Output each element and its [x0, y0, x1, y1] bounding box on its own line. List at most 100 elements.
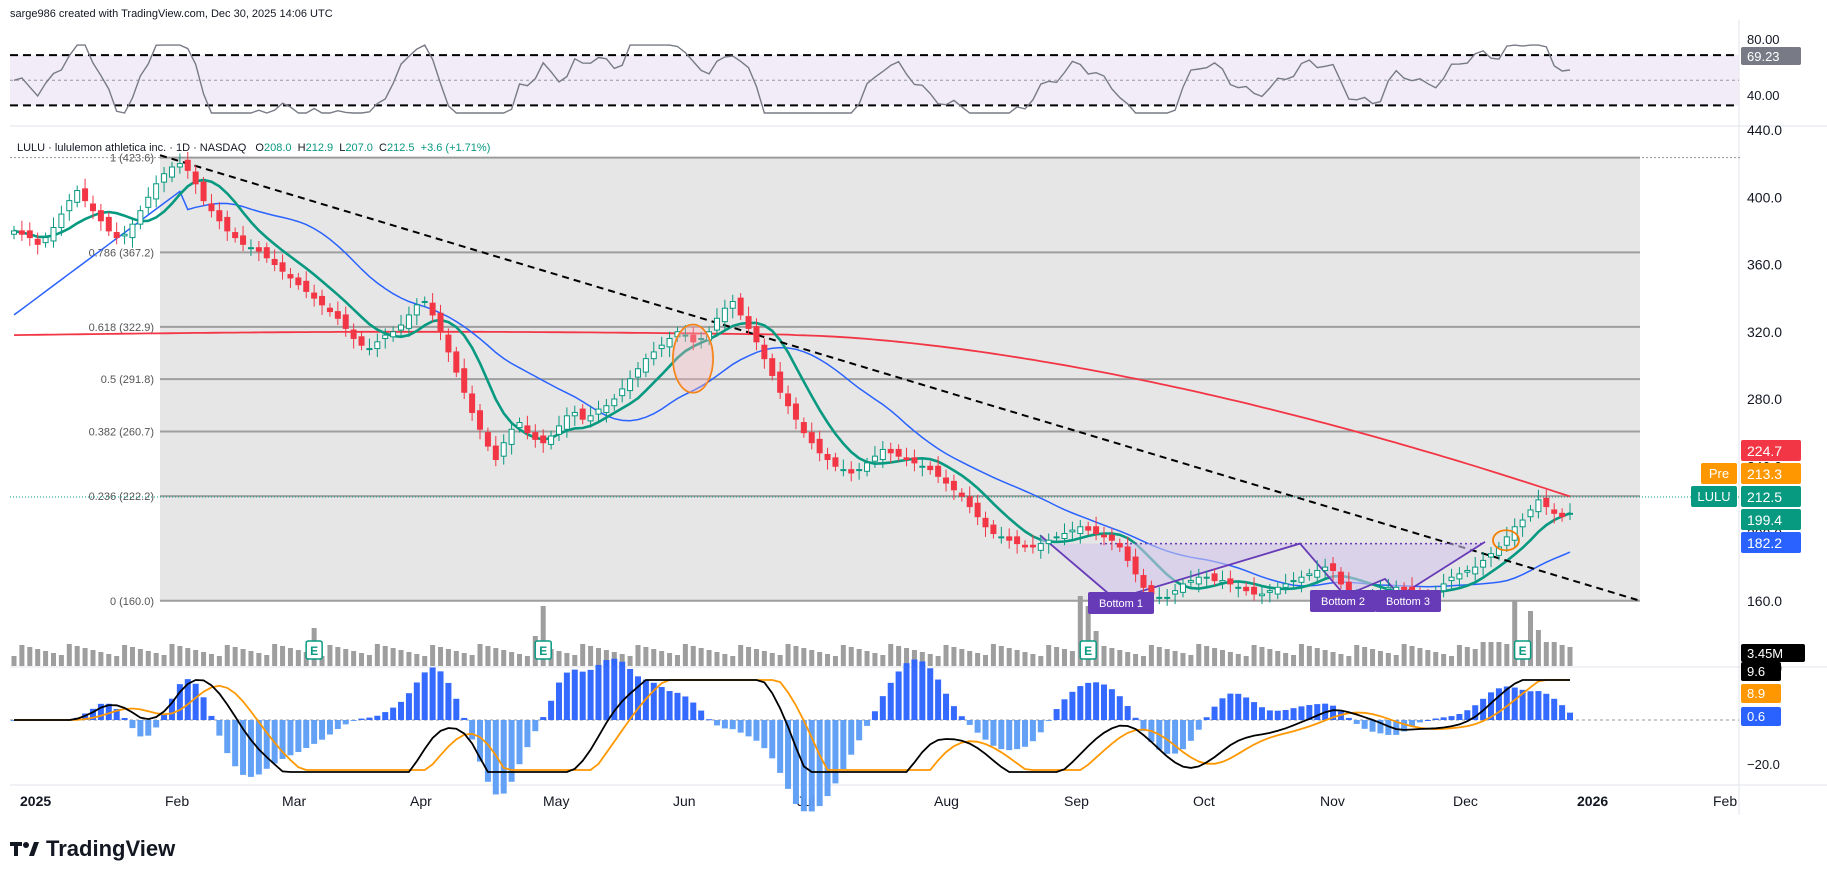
stock-chart[interactable]: 2025FebMarAprMayJunJulAugSepOctNovDec202… — [0, 0, 1827, 830]
volume-bar — [667, 653, 673, 666]
macd-histogram-bar — [1006, 720, 1013, 751]
volume-bar — [1338, 654, 1344, 666]
candle-body — [990, 524, 997, 534]
time-tick-label: May — [543, 793, 569, 809]
volume-bar — [366, 655, 372, 666]
volume-bar — [832, 656, 838, 666]
volume-bar — [603, 650, 609, 666]
bottom-label-text: Bottom 2 — [1321, 596, 1365, 608]
macd-histogram-bar — [319, 720, 326, 740]
macd-histogram-bar — [311, 720, 318, 744]
volume-bar — [588, 646, 594, 666]
macd-histogram-bar — [1440, 717, 1447, 720]
macd-histogram-bar — [950, 706, 957, 720]
bottom-label-text: Bottom 1 — [1099, 598, 1143, 610]
candle-body — [1037, 543, 1044, 551]
volume-bar — [398, 650, 404, 666]
macd-histogram-bar — [445, 682, 452, 720]
macd-histogram-bar — [713, 720, 720, 726]
candle-body — [887, 448, 894, 454]
volume-bar — [1306, 646, 1312, 666]
candle-body — [864, 462, 871, 472]
macd-histogram-bar — [1361, 720, 1368, 729]
macd-signal-line — [14, 679, 1570, 771]
macd-histogram-bar — [1503, 686, 1510, 720]
candle-body — [1061, 533, 1068, 540]
earnings-marker — [534, 640, 552, 660]
volume-bar — [1417, 648, 1423, 666]
candle-body — [1464, 569, 1471, 573]
candle-body — [1503, 536, 1510, 546]
candle-body — [58, 213, 65, 229]
volume-bar — [738, 645, 744, 666]
macd-histogram-bar — [358, 718, 365, 720]
low-value: 207.0 — [345, 142, 373, 154]
volume-bar — [1393, 655, 1399, 666]
candle-body — [1472, 566, 1479, 575]
volume-bar — [1219, 650, 1225, 666]
macd-histogram-bar — [785, 720, 792, 789]
volume-bar — [935, 656, 941, 666]
symbol-name: LULU · lululemon athletica inc. · 1D · N… — [17, 142, 247, 154]
price-tag-value: 199.4 — [1747, 512, 1782, 528]
low-label: L — [339, 142, 346, 154]
volume-bar — [1298, 644, 1304, 666]
candle-body — [1069, 529, 1076, 533]
candle-body — [18, 230, 25, 235]
price-tag-box — [1741, 440, 1801, 461]
macd-histogram-bar — [666, 691, 673, 720]
volume-bar — [35, 649, 41, 666]
macd-histogram-bar — [1077, 686, 1084, 720]
macd-histogram-bar — [1140, 720, 1147, 732]
volume-bar — [1528, 611, 1534, 666]
volume-bar — [145, 651, 151, 666]
macd-histogram-bar — [698, 710, 705, 720]
macd-histogram-bar — [1409, 720, 1416, 727]
macd-histogram-bar — [1488, 692, 1495, 720]
macd-last-value: 9.6 — [1747, 664, 1765, 679]
volume-bar — [382, 646, 388, 666]
macd-histogram-bar — [919, 661, 926, 720]
price-tag-label: Pre — [1709, 466, 1729, 481]
macd-histogram-bar — [1519, 689, 1526, 720]
price-tick-label: 360.0 — [1747, 257, 1782, 273]
candle-body — [571, 411, 578, 417]
candle-body — [1385, 586, 1392, 590]
volume-last-value: 3.45M — [1747, 646, 1783, 661]
candle-body — [161, 173, 168, 183]
volume-bar — [651, 649, 657, 666]
macd-histogram-bar — [603, 660, 610, 720]
macd-histogram-bar — [998, 720, 1005, 750]
price-tag-box — [1741, 509, 1801, 530]
candle-body — [184, 159, 191, 171]
macd-histogram-bar — [168, 698, 175, 720]
macd-histogram-bar — [895, 671, 902, 720]
macd-histogram-bar — [153, 720, 160, 728]
candle-body — [1156, 596, 1163, 599]
volume-bar — [801, 648, 807, 666]
change-value: +3.6 (+1.71%) — [420, 142, 491, 154]
earnings-marker — [1513, 640, 1532, 660]
candle-body — [1543, 497, 1550, 508]
candle-body — [382, 334, 389, 339]
macd-histogram-bar — [658, 687, 665, 720]
volume-bar — [959, 649, 965, 666]
candle-body — [366, 348, 373, 351]
macd-histogram-bar — [903, 663, 910, 720]
macd-histogram-bar — [184, 679, 191, 720]
candle-body — [1108, 534, 1115, 541]
candle-body — [1179, 583, 1186, 593]
volume-bar — [82, 648, 88, 666]
candle-body — [469, 393, 476, 413]
volume-bar — [919, 652, 925, 666]
macd-histogram-bar — [1061, 699, 1068, 720]
macd-histogram-bar — [232, 720, 239, 767]
macd-histogram-bar — [595, 664, 602, 720]
candle-body — [1567, 512, 1573, 515]
candle-body — [769, 358, 776, 376]
candle-body — [484, 432, 491, 447]
candle-body — [848, 469, 855, 474]
volume-bar — [1425, 650, 1431, 666]
volume-bar — [896, 646, 902, 666]
volume-bar — [1377, 651, 1383, 666]
